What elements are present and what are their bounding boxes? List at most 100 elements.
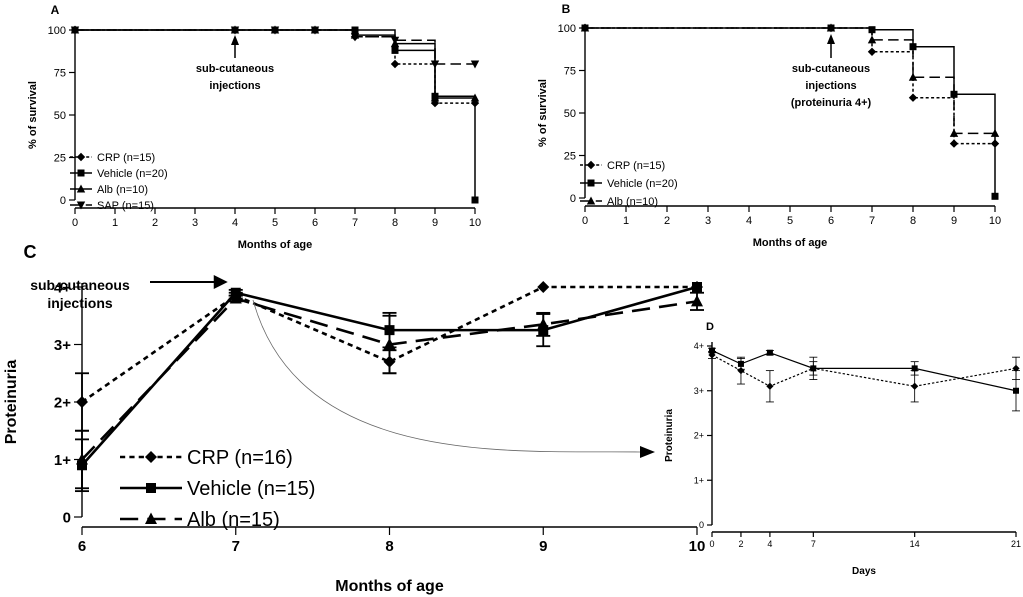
y-tick-label: 25	[564, 150, 576, 162]
square-marker	[766, 349, 773, 356]
x-tick-label: 8	[392, 217, 398, 229]
y-tick-label: 3+	[694, 386, 704, 396]
legend-label: SAP (n=15)	[97, 200, 154, 212]
legend-label: Alb (n=10)	[97, 184, 148, 196]
legend-label: Alb (n=10)	[607, 196, 658, 208]
y-tick-label: 75	[54, 67, 66, 79]
panel-letter: A	[51, 3, 60, 17]
diamond-marker	[537, 281, 550, 293]
y-tick-label: 100	[48, 25, 66, 37]
legend-label: CRP (n=15)	[607, 160, 665, 172]
triangle-up-marker	[949, 128, 959, 137]
triangle-up-marker	[990, 128, 1000, 137]
x-tick-label: 21	[1011, 539, 1021, 549]
triangle-down-marker	[310, 26, 320, 35]
x-tick-label: 9	[951, 215, 957, 227]
y-axis-label: % of survival	[27, 81, 39, 149]
triangle-up-marker	[145, 512, 157, 524]
series-diamond	[70, 25, 480, 108]
triangle-up-marker	[229, 292, 242, 304]
y-tick-label: 0	[570, 193, 576, 205]
x-tick-label: 2	[664, 215, 670, 227]
square-marker	[146, 483, 156, 493]
y-tick-label: 3+	[54, 337, 71, 354]
triangle-up-marker	[691, 294, 703, 307]
x-tick-label: 10	[689, 538, 706, 555]
x-tick-label: 6	[78, 538, 86, 555]
triangle-up-marker	[580, 23, 590, 32]
series-triangle-up	[580, 23, 1000, 137]
x-tick-label: 4	[746, 215, 752, 227]
panel-letter: D	[706, 321, 714, 333]
panel-c: 6 7 8 9 10 0 1+ 2+ 3+ 4+ Months of age Proteinuria C…	[3, 242, 705, 595]
y-axis-label: % of survival	[537, 79, 549, 147]
curved-arrow-connector	[252, 299, 641, 453]
square-marker	[737, 360, 744, 367]
triangle-down-marker	[430, 60, 440, 69]
square-marker	[471, 196, 479, 204]
series-line	[75, 29, 475, 65]
series-square	[581, 24, 999, 200]
legend-label: Vehicle (n=20)	[607, 178, 678, 190]
legend-label: CRP (n=15)	[97, 152, 155, 164]
x-tick-label: 1	[112, 217, 118, 229]
y-tick-label: 25	[54, 152, 66, 164]
square-marker	[709, 347, 715, 354]
x-axis-label: Months of age	[753, 237, 828, 249]
series-line	[75, 29, 475, 104]
diamond-marker	[586, 160, 596, 170]
legend-label: Alb (n=15)	[187, 509, 280, 531]
triangle-up-marker	[76, 453, 88, 465]
square-marker	[810, 365, 817, 372]
annotation-text: injections	[805, 80, 856, 92]
square-marker	[991, 192, 999, 200]
square-marker	[911, 365, 918, 372]
triangle-up-marker	[76, 184, 86, 193]
triangle-up-marker	[826, 23, 836, 32]
x-tick-label: 2	[738, 539, 743, 549]
x-tick-label: 8	[385, 538, 393, 555]
square-marker	[1013, 387, 1019, 394]
x-tick-label: 6	[312, 217, 318, 229]
panel-letter: C	[24, 242, 37, 262]
x-tick-label: 4	[767, 539, 772, 549]
diamond-marker	[76, 152, 86, 162]
x-tick-label: 7	[352, 217, 358, 229]
triangle-up-marker	[470, 93, 480, 102]
triangle-down-marker	[230, 26, 240, 35]
square-marker	[77, 169, 85, 177]
y-tick-label: 1+	[54, 452, 71, 469]
series-line	[711, 349, 1017, 392]
y-tick-label: 75	[564, 65, 576, 77]
y-tick-label: 0	[63, 509, 71, 526]
diamond-marker	[1012, 364, 1020, 372]
panel-letter: B	[562, 2, 571, 16]
x-axis-label: Days	[852, 566, 876, 577]
series-line	[585, 27, 995, 145]
diamond-marker	[867, 47, 877, 56]
annotation-arrowhead	[231, 35, 239, 45]
triangle-down-marker	[350, 33, 360, 42]
legend: CRP (n=15) Vehicle (n=20) Alb (n=10) SAP (n…	[70, 152, 168, 212]
y-tick-label: 2+	[54, 394, 71, 411]
annotation-arrowhead	[827, 34, 835, 44]
y-tick-label: 1+	[694, 475, 704, 485]
triangle-up-marker	[908, 72, 918, 81]
x-tick-label: 4	[232, 217, 238, 229]
series-triangle-up	[75, 291, 704, 490]
legend: CRP (n=16) Vehicle (n=15) Alb (n=15)	[120, 447, 315, 531]
y-axis-label: Proteinuria	[664, 409, 675, 462]
x-tick-label: 2	[152, 217, 158, 229]
series-line	[585, 27, 996, 197]
x-tick-label: 5	[787, 215, 793, 227]
x-tick-label: 0	[582, 215, 588, 227]
annotation-text: injections	[209, 80, 260, 92]
legend: CRP (n=15) Vehicle (n=20) Alb (n=10)	[580, 160, 678, 208]
annotation-arrowhead	[213, 275, 228, 289]
diamond-marker	[766, 382, 774, 390]
x-tick-label: 0	[709, 539, 714, 549]
series-diamond	[580, 23, 1000, 148]
annotation-text: sub-cutaneous	[196, 63, 274, 75]
